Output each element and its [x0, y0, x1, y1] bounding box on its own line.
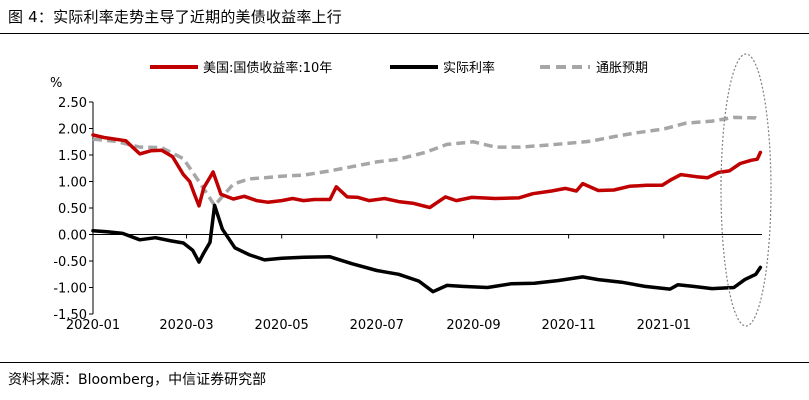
- y-tick-label: 0.50: [58, 202, 87, 217]
- series-layer: [91, 115, 763, 294]
- y-axis-unit: %: [50, 76, 62, 91]
- y-tick-label: 0.00: [58, 229, 87, 244]
- y-tick-label: -0.50: [53, 255, 87, 270]
- y-tick-label: -1.50: [53, 308, 87, 323]
- x-tick-label: 2020-11: [541, 318, 595, 333]
- legend: 美国:国债收益率:10年 实际利率 通胀预期: [150, 60, 648, 76]
- x-tick-label: 2020-09: [446, 318, 500, 333]
- series-line-inflation: [92, 115, 762, 208]
- source-note: 资料来源：Bloomberg，中信证券研究部: [8, 372, 267, 388]
- x-tick-label: 2021-01: [637, 318, 691, 333]
- series-line-real-rate: [91, 203, 763, 294]
- top-rule: [0, 33, 809, 34]
- y-tick-label: 1.50: [58, 149, 87, 164]
- y-tick-label: 2.00: [58, 123, 87, 138]
- x-tick-label: 2020-07: [350, 318, 404, 333]
- x-tick-label: 2020-01: [66, 318, 120, 333]
- legend-label-inflation: 通胀预期: [596, 61, 648, 76]
- y-tick-label: 2.50: [58, 96, 87, 111]
- x-tick-label: 2020-03: [159, 318, 213, 333]
- bottom-rule: [0, 362, 809, 363]
- x-tick-label: 2020-05: [255, 318, 309, 333]
- legend-label-us10y: 美国:国债收益率:10年: [203, 60, 332, 76]
- legend-label-real-rate: 实际利率: [443, 60, 495, 76]
- chart-title: 图 4：实际利率走势主导了近期的美债收益率上行: [8, 8, 342, 26]
- y-tick-label: 1.00: [58, 176, 87, 191]
- y-tick-label: -1.00: [53, 282, 87, 297]
- highlight-ellipse: [720, 53, 772, 327]
- axes: 2.502.001.501.000.500.00-0.50-1.00-1.502…: [53, 96, 762, 333]
- series-line-us10y: [91, 133, 763, 210]
- chart: 美国:国债收益率:10年 实际利率 通胀预期 % 2.50 2.00 1.50 1.0…: [50, 53, 772, 333]
